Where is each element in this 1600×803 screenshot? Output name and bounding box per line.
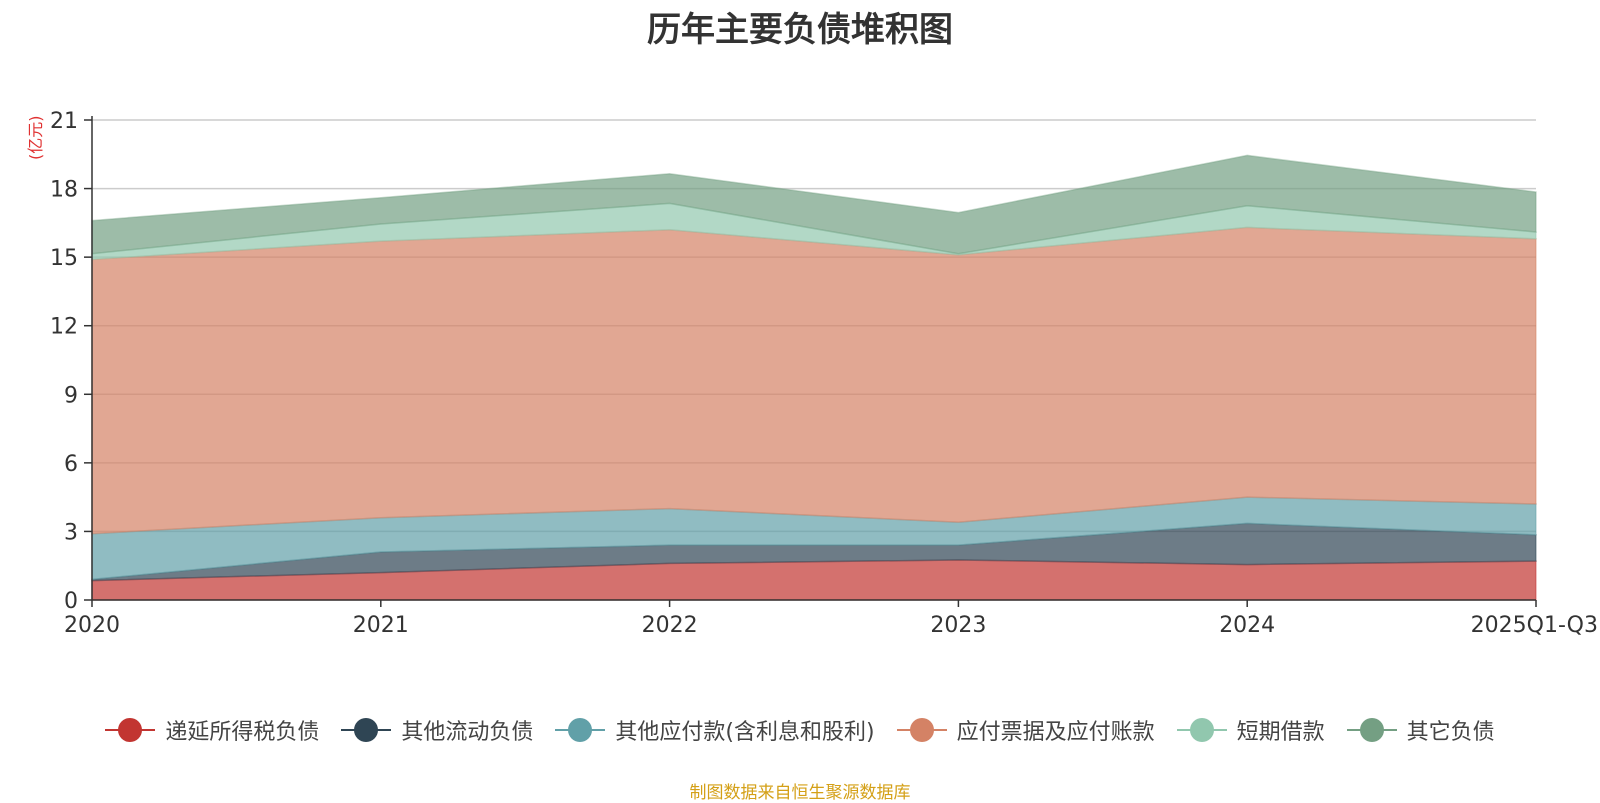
legend-label: 递延所得税负债 xyxy=(165,720,320,745)
y-tick-label: 18 xyxy=(50,178,78,203)
legend-swatch-icon xyxy=(555,718,606,742)
legend-item[interactable]: 其他流动负债 xyxy=(341,714,533,746)
legend-item[interactable]: 其它负债 xyxy=(1346,714,1495,746)
legend-label: 其它负债 xyxy=(1406,720,1495,745)
x-tick-label: 2020 xyxy=(64,613,120,638)
y-tick-label: 12 xyxy=(50,315,78,340)
y-tick-label: 21 xyxy=(50,109,78,134)
area-series-1[interactable] xyxy=(91,522,1537,582)
legend-label: 应付票据及应付账款 xyxy=(956,720,1155,745)
x-tick-label: 2022 xyxy=(642,613,698,638)
legend-swatch-icon xyxy=(105,718,156,742)
x-tick-label: 2025Q1-Q3 xyxy=(1471,613,1598,638)
legend-label: 短期借款 xyxy=(1236,720,1325,745)
legend-item[interactable]: 短期借款 xyxy=(1176,714,1325,746)
chart-title: 历年主要负债堆积图 xyxy=(647,10,953,50)
legend-swatch-icon xyxy=(1346,718,1397,742)
source-note: 制图数据来自恒生聚源数据库 xyxy=(689,783,911,803)
legend-swatch-icon xyxy=(1176,718,1227,742)
y-tick-label: 6 xyxy=(64,452,78,477)
area-series-5[interactable] xyxy=(91,154,1537,255)
x-tick-label: 2023 xyxy=(930,613,986,638)
area-series-4[interactable] xyxy=(91,202,1537,261)
x-tick-label: 2021 xyxy=(353,613,409,638)
area-series-3[interactable] xyxy=(91,226,1537,535)
legend-item[interactable]: 其他应付款(含利息和股利) xyxy=(555,714,875,746)
y-tick-label: 3 xyxy=(64,520,78,545)
y-tick-label: 15 xyxy=(50,246,78,271)
legend-swatch-icon xyxy=(896,718,947,742)
legend: 递延所得税负债 其他流动负债 其他应付款(含利息和股利) 应付票据及应付账款 短期借款 其… xyxy=(0,714,1600,746)
legend-item[interactable]: 应付票据及应付账款 xyxy=(896,714,1155,746)
legend-label: 其他流动负债 xyxy=(401,720,534,745)
x-tick-label: 2024 xyxy=(1219,613,1275,638)
legend-item[interactable]: 递延所得税负债 xyxy=(105,714,319,746)
legend-label: 其他应付款(含利息和股利) xyxy=(615,720,875,745)
y-tick-label: 9 xyxy=(64,383,78,408)
y-tick-label: 0 xyxy=(64,589,78,614)
chart-plot: 0 3 6 9 12 15 18 21 2020 2021 2022 2023 2024 2025Q1-Q… xyxy=(50,109,1598,638)
legend-swatch-icon xyxy=(341,718,392,742)
